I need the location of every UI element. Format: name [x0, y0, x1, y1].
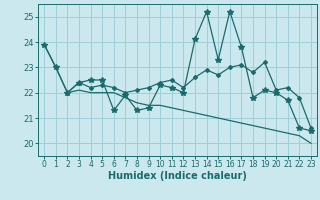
X-axis label: Humidex (Indice chaleur): Humidex (Indice chaleur) — [108, 171, 247, 181]
